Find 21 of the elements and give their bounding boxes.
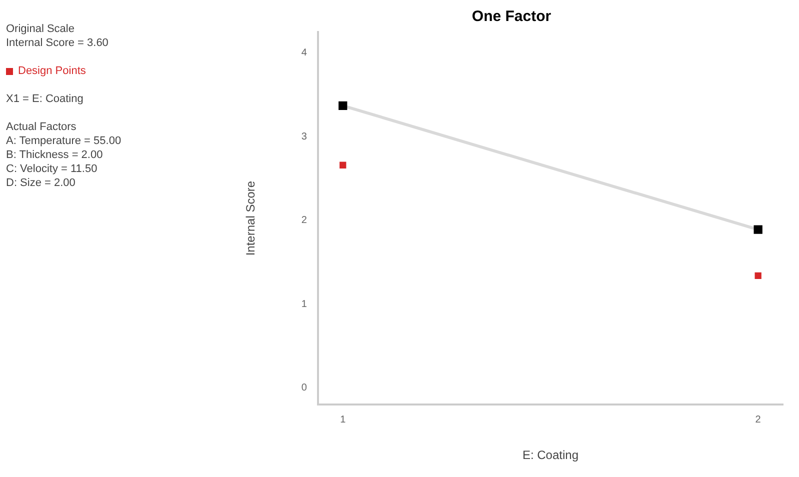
text: Actual Factors (6, 120, 78, 134)
text: X1 = E: Coating (6, 92, 84, 106)
text: Original Scale (6, 22, 76, 36)
y-axis-title: Internal Score (244, 180, 258, 256)
chart-title: One Factor (472, 8, 552, 26)
point (754, 272, 762, 279)
y-tick-label: 4 (301, 48, 308, 59)
point (338, 101, 348, 110)
x-axis-title: E: Coating (522, 448, 579, 462)
legend-label: Design Points (18, 64, 86, 78)
text: D: Size = 2.00 (6, 176, 76, 190)
y-tick-label: 3 (301, 131, 308, 142)
y-tick-label: 0 (301, 382, 308, 394)
text: Internal Score = 3.60 (6, 36, 110, 50)
point (754, 225, 762, 234)
text: B: Thickness = 2.00 (6, 148, 104, 162)
y-tick-label: 1 (301, 298, 308, 310)
y-tick-label: 2 (301, 215, 308, 226)
point (340, 162, 346, 168)
text: C: Velocity = 11.50 (6, 162, 98, 176)
text: A: Temperature = 55.00 (6, 134, 122, 148)
